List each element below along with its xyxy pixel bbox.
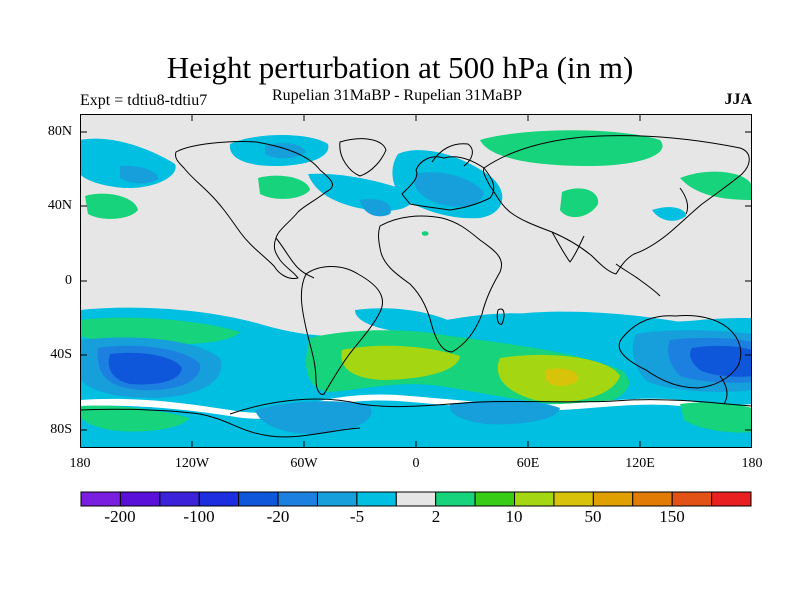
coastline-southeast-asia — [615, 263, 661, 297]
coastline-scandinavia — [431, 143, 473, 167]
contour-white-band-south — [80, 394, 752, 419]
coastline-madagascar — [496, 308, 505, 325]
contour-green-tropical-atlantic — [421, 231, 429, 236]
colorbar-swatch — [356, 491, 397, 507]
coastlines — [80, 135, 752, 438]
colorbar-swatch — [159, 491, 200, 507]
colorbar-swatch — [395, 491, 437, 507]
colorbar-label: -5 — [349, 507, 365, 526]
colorbar-swatch — [316, 491, 358, 507]
season-label: JJA — [724, 91, 752, 108]
coastline-antarctica — [80, 398, 752, 438]
experiment-label: Expt = tdtiu8-tdtiu7 — [80, 92, 208, 109]
contour-deepblue-australia — [690, 345, 752, 377]
colorbar-swatch — [277, 491, 318, 507]
colorbar-label: -200 — [104, 507, 136, 526]
coastline-south-america — [300, 266, 383, 395]
coastline-greenland — [339, 138, 387, 177]
colorbar-label: -20 — [266, 507, 290, 526]
coastline-north-america — [175, 141, 334, 279]
contour-green-east-asia — [560, 188, 599, 218]
contour-green-antarctic-west — [80, 405, 190, 432]
contour-blue-north-pacific — [120, 165, 159, 184]
contour-blue-antarctic-east — [449, 400, 560, 425]
colorbar-swatch — [80, 491, 121, 507]
coastline-australia — [618, 315, 742, 389]
lat-tick-label: 80N — [47, 124, 72, 139]
coastline-india — [551, 231, 585, 263]
colorbar-swatch — [553, 491, 594, 507]
height-perturbation-map — [80, 114, 752, 448]
contour-cyan-atlantic — [308, 173, 413, 211]
colorbar-swatch — [119, 491, 161, 507]
lon-tick-label: 120E — [625, 456, 655, 471]
coastline-japan — [679, 187, 689, 215]
lon-tick-label: 120W — [174, 456, 210, 471]
contour-green-central-pacific — [85, 193, 138, 219]
contour-blue-arctic-america — [265, 143, 306, 159]
colorbar-label: 50 — [584, 507, 602, 526]
lon-tick-label: 60W — [290, 456, 318, 471]
contour-green-asia — [480, 130, 663, 166]
colorbar-swatch — [474, 491, 516, 507]
colorbar-label: 2 — [431, 507, 441, 526]
colorbar — [80, 491, 752, 507]
lat-tick-label: 40S — [50, 347, 72, 362]
axis-ticks — [80, 114, 752, 448]
colorbar-swatch — [514, 491, 555, 507]
colorbar-swatch — [632, 491, 673, 507]
colorbar-swatch — [238, 491, 279, 507]
contour-green-north-america — [258, 175, 310, 199]
coastline-africa — [378, 215, 502, 353]
lat-tick-label: 80S — [50, 422, 72, 437]
coastline-central-america — [275, 237, 315, 279]
colorbar-label: -100 — [183, 507, 215, 526]
period-subtitle: Rupelian 31MaBP - Rupelian 31MaBP — [272, 87, 523, 104]
lat-tick-label: 40N — [47, 198, 72, 213]
lon-tick-label: 180 — [741, 456, 763, 471]
coastline-new-zealand — [719, 375, 728, 405]
contour-cyan-southern-atlantic — [355, 308, 460, 334]
contour-yellow-indian — [546, 368, 579, 386]
contour-lime-south-atlantic — [341, 345, 460, 380]
contour-green-antarctic-east — [680, 402, 752, 433]
contour-cyan-west-pacific — [652, 207, 686, 221]
contour-green-north-atlantic-east — [680, 171, 752, 200]
colorbar-swatch — [198, 491, 240, 507]
colorbar-swatch — [711, 491, 752, 507]
lon-tick-label: 0 — [412, 456, 420, 471]
contour-deepblue-south-pacific — [108, 352, 182, 385]
colorbar-swatch — [592, 491, 634, 507]
lon-tick-label: 60E — [516, 456, 540, 471]
colorbar-swatch — [435, 491, 476, 507]
contour-blue-atlantic — [360, 198, 391, 217]
contour-blue-antarctic — [255, 401, 372, 434]
colorbar-label: 150 — [659, 507, 685, 526]
map-title: Height perturbation at 500 hPa (in m) — [166, 50, 634, 85]
coastline-eurasia — [483, 135, 750, 275]
contour-blue-europe — [414, 172, 484, 207]
colorbar-swatch — [671, 491, 713, 507]
lon-tick-label: 180 — [69, 456, 91, 471]
lat-tick-label: 0 — [65, 273, 72, 288]
colorbar-label: 10 — [505, 507, 523, 526]
